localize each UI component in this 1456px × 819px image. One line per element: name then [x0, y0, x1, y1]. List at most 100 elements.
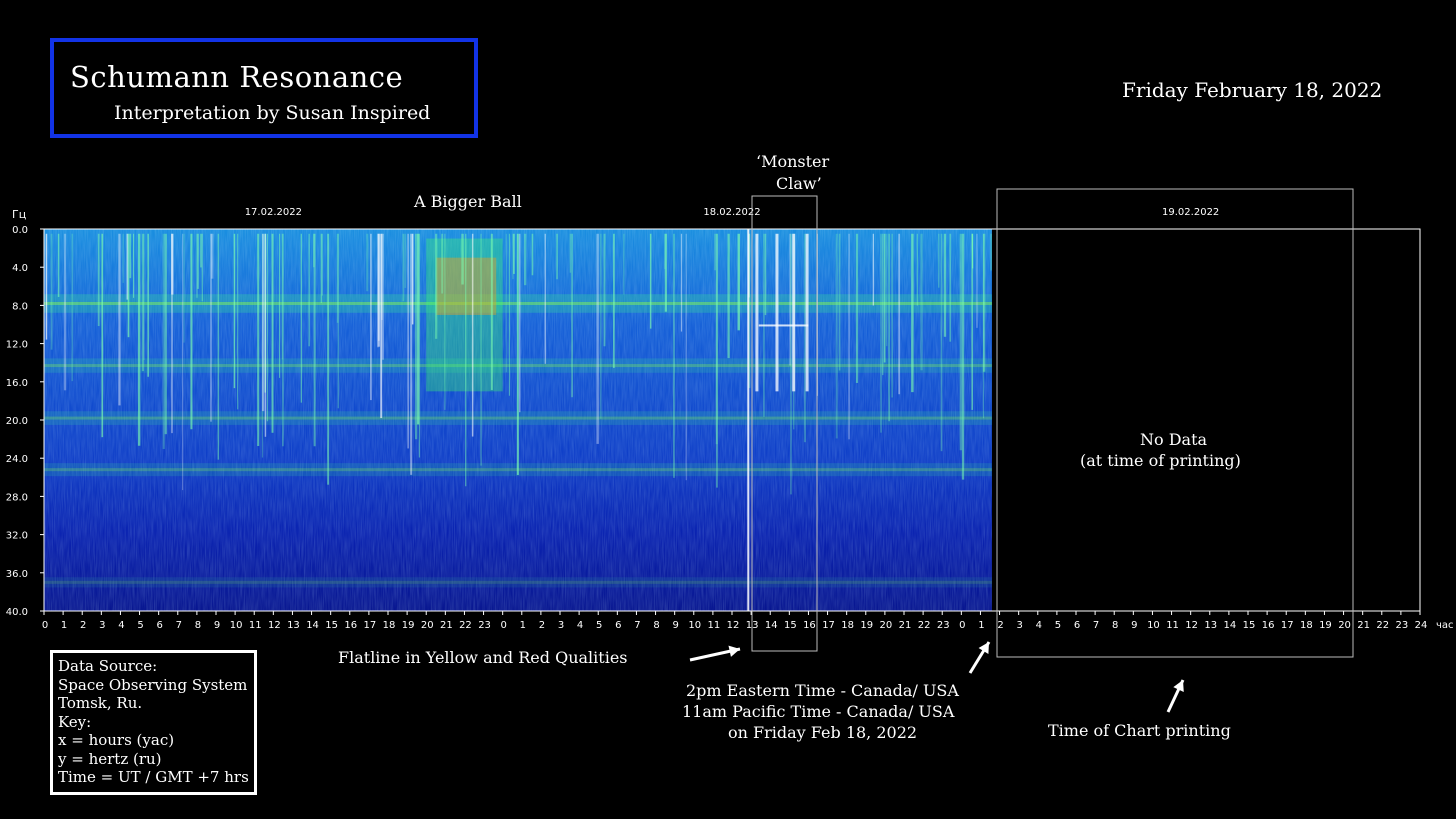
date-label: 17.02.2022	[245, 207, 302, 218]
spectrogram-streak	[171, 233, 173, 434]
bigger-ball-region	[426, 238, 503, 392]
spectrogram-streak	[715, 233, 718, 445]
key-line: Tomsk, Ru.	[58, 694, 143, 712]
x-tick-label: 22	[918, 620, 931, 631]
spectrogram-streak	[183, 233, 185, 343]
spectrogram-streak	[982, 233, 985, 419]
x-tick-label: 8	[653, 620, 659, 631]
spectrogram-streak	[891, 233, 893, 398]
spectrogram-streak	[441, 233, 444, 294]
spectrogram-streak	[164, 233, 167, 435]
spectrogram-streak	[848, 233, 851, 440]
x-tick-label: 6	[156, 620, 162, 631]
arrow-head	[1173, 680, 1184, 692]
spectrogram-streak	[266, 233, 269, 422]
x-tick-label: 7	[176, 620, 182, 631]
spectrogram-streak	[471, 233, 474, 437]
spectrogram-streak	[916, 233, 918, 306]
x-tick-label: 20	[421, 620, 434, 631]
key-line: Time = UT / GMT +7 hrs	[58, 768, 249, 786]
spectrogram-streak	[898, 233, 901, 395]
spectrogram-streak	[435, 233, 438, 339]
monster-claw-streak	[755, 233, 759, 392]
x-tick-label: 11	[249, 620, 262, 631]
x-tick-label: 13	[287, 620, 300, 631]
eastern-time-arrow	[968, 641, 991, 674]
spectrogram-streak	[143, 233, 145, 361]
x-tick-label: 6	[1074, 620, 1080, 631]
annotation-monster-claw-line1: ‘Monster	[756, 152, 830, 171]
spectrogram-streak	[940, 233, 943, 452]
spectrogram-streak	[313, 233, 316, 447]
key-line: Space Observing System	[58, 675, 248, 694]
spectrogram-streak	[680, 233, 683, 332]
x-tick-label: 22	[1376, 620, 1389, 631]
spectrogram-streak	[990, 233, 992, 271]
y-tick-label: 0.0	[12, 225, 28, 236]
x-tick-label: 22	[459, 620, 472, 631]
x-tick-label: 14	[1224, 620, 1237, 631]
x-axis-label: час	[1436, 620, 1454, 631]
x-tick-label: 3	[558, 620, 564, 631]
spectrogram-streak	[943, 233, 947, 337]
no-data-box	[996, 188, 1354, 658]
spectrogram-streak	[327, 233, 330, 485]
y-tick-label: 4.0	[12, 263, 28, 274]
x-tick-label: 11	[1166, 620, 1179, 631]
spectrogram-streak	[97, 233, 100, 327]
spectrogram-streak	[162, 233, 165, 450]
spectrogram-streak	[200, 233, 202, 268]
date-label: Friday February 18, 2022	[1122, 78, 1383, 102]
spectrogram-streak	[613, 233, 615, 368]
resonance-band-core	[44, 580, 992, 584]
spectrogram-streak	[855, 233, 859, 383]
x-tick-label: 19	[860, 620, 873, 631]
annotation-time-date: on Friday Feb 18, 2022	[728, 723, 918, 742]
x-tick-label: 10	[230, 620, 243, 631]
spectrogram-streak	[300, 233, 302, 403]
x-tick-label: 8	[1112, 620, 1118, 631]
x-tick-label: 23	[1396, 620, 1409, 631]
x-tick-label: 1	[978, 620, 984, 631]
resonance-band	[44, 577, 992, 588]
spectrogram-streak	[415, 233, 418, 440]
x-tick-label: 17	[822, 620, 835, 631]
x-tick-label: 12	[727, 620, 740, 631]
spectrogram-streak	[886, 233, 888, 347]
annotation-bigger-ball: A Bigger Ball	[414, 192, 522, 211]
spectrogram-streak	[217, 233, 220, 460]
spectrogram-streak	[603, 233, 606, 347]
spectrogram-streak	[444, 233, 446, 410]
x-tick-label: 0	[42, 620, 48, 631]
y-tick-label: 40.0	[6, 607, 28, 618]
x-tick-label: 7	[634, 620, 640, 631]
spectrogram-streak	[764, 233, 767, 316]
spectrogram-streak	[972, 233, 974, 269]
x-tick-label: 20	[880, 620, 893, 631]
spectrogram-streak	[126, 233, 129, 300]
spectrogram-streak	[127, 233, 130, 338]
x-tick-label: 4	[577, 620, 583, 631]
spectrogram-streak	[320, 233, 322, 303]
x-tick-label: 20	[1338, 620, 1351, 631]
spectrogram-streak	[596, 233, 599, 444]
spectrogram-streak	[880, 233, 882, 433]
spectrogram-streak	[838, 233, 841, 371]
x-tick-label: 23	[937, 620, 950, 631]
spectrogram-streak	[480, 233, 482, 466]
monster-claw-streak	[805, 233, 809, 392]
x-tick-label: 12	[1185, 620, 1198, 631]
spectrogram-streak	[949, 233, 952, 342]
spectrogram-streak	[531, 233, 534, 276]
x-tick-label: 16	[1262, 620, 1275, 631]
spectrogram-streak	[411, 233, 414, 325]
spectrogram-streak	[835, 233, 838, 439]
spectrogram-plot	[44, 229, 992, 611]
x-tick-label: 21	[1357, 620, 1370, 631]
spectrogram-streak	[279, 233, 281, 378]
spectrogram-streak	[544, 233, 546, 364]
annotation-time-of-printing: Time of Chart printing	[1048, 721, 1231, 740]
spectrogram-streak	[141, 233, 144, 372]
x-tick-label: 16	[344, 620, 357, 631]
